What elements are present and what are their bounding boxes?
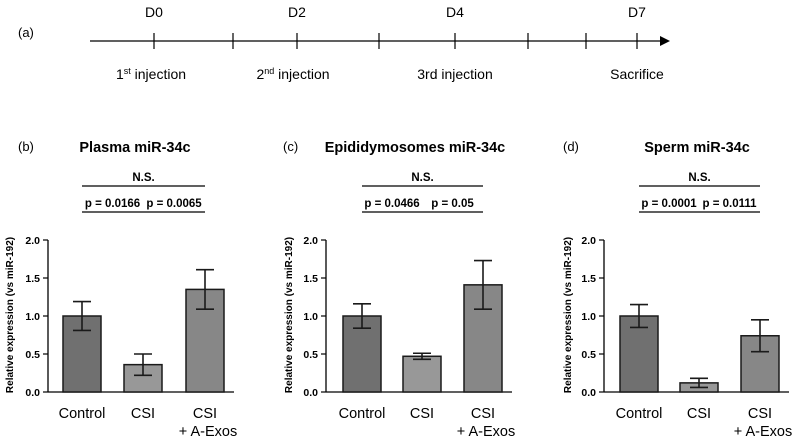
x-tick-label: + A-Exos: [457, 424, 515, 440]
panel-label: (c): [283, 139, 298, 154]
x-tick-label: CSI: [193, 406, 217, 422]
significance-label: p = 0.0065: [146, 198, 202, 210]
panel-label-a: (a): [18, 25, 34, 40]
day-label: D0: [145, 4, 163, 20]
y-tick-label: 2.0: [25, 235, 40, 247]
event-label: 1st injection: [116, 66, 186, 82]
panel-label: (d): [563, 139, 579, 154]
y-tick-label: 0.0: [25, 387, 40, 399]
y-tick-label: 0.0: [581, 387, 596, 399]
chart-title: Plasma miR-34c: [79, 140, 190, 156]
x-tick-label: Control: [616, 406, 663, 422]
event-label: 3rd injection: [417, 66, 493, 82]
x-tick-label: CSI: [410, 406, 434, 422]
significance-label: N.S.: [688, 172, 710, 184]
bar: [402, 355, 442, 393]
chart-panel: (c) Epididymosomes miR-34c Relative expres…: [283, 139, 515, 440]
x-tick-label: CSI: [687, 406, 711, 422]
x-tick-label: Control: [339, 406, 386, 422]
day-label: D2: [288, 4, 306, 20]
y-axis-label: Relative expression (vs miR-192): [563, 237, 574, 393]
y-tick-label: 1.0: [581, 311, 596, 323]
y-tick-label: 2.0: [581, 235, 596, 247]
chart-panel: (d) Sperm miR-34c Relative expression (vs …: [563, 139, 792, 440]
timeline-panel: (a) D0 D2 D4 D7 1st injection 2nd injection 3rd…: [18, 4, 670, 82]
bar: [185, 288, 225, 393]
x-tick-label: CSI: [748, 406, 772, 422]
chart-title: Sperm miR-34c: [644, 140, 750, 156]
day-label: D4: [446, 4, 464, 20]
event-label: Sacrifice: [610, 66, 664, 82]
day-label: D7: [628, 4, 646, 20]
significance-label: p = 0.05: [431, 198, 474, 210]
bar: [62, 315, 102, 393]
bar: [619, 315, 659, 393]
significance-label: N.S.: [411, 172, 433, 184]
timeline-arrowhead: [660, 36, 670, 46]
y-tick-label: 1.5: [25, 273, 40, 285]
y-tick-label: 1.0: [303, 311, 318, 323]
event-label: 2nd injection: [256, 66, 329, 82]
x-tick-label: CSI: [131, 406, 155, 422]
y-tick-label: 2.0: [303, 235, 318, 247]
significance-label: p = 0.0111: [702, 198, 757, 210]
significance-label: p = 0.0001: [641, 198, 697, 210]
y-axis-label: Relative expression (vs miR-192): [5, 237, 16, 393]
x-tick-label: + A-Exos: [734, 424, 792, 440]
x-tick-label: CSI: [471, 406, 495, 422]
panel-label: (b): [18, 139, 34, 154]
y-tick-label: 0.0: [303, 387, 318, 399]
x-tick-label: + A-Exos: [179, 424, 237, 440]
y-tick-label: 0.5: [25, 349, 40, 361]
significance-label: N.S.: [132, 172, 154, 184]
x-tick-label: Control: [59, 406, 106, 422]
y-tick-label: 1.5: [303, 273, 318, 285]
charts-area: (b) Plasma miR-34c Relative expression (vs…: [5, 139, 792, 440]
significance-label: p = 0.0466: [364, 198, 419, 210]
y-axis-label: Relative expression (vs miR-192): [284, 237, 295, 393]
chart-title: Epididymosomes miR-34c: [325, 140, 506, 156]
y-tick-label: 1.0: [25, 311, 40, 323]
y-tick-label: 0.5: [303, 349, 318, 361]
y-tick-label: 0.5: [581, 349, 596, 361]
significance-label: p = 0.0166: [85, 198, 140, 210]
y-tick-label: 1.5: [581, 273, 596, 285]
chart-panel: (b) Plasma miR-34c Relative expression (vs…: [5, 139, 237, 440]
